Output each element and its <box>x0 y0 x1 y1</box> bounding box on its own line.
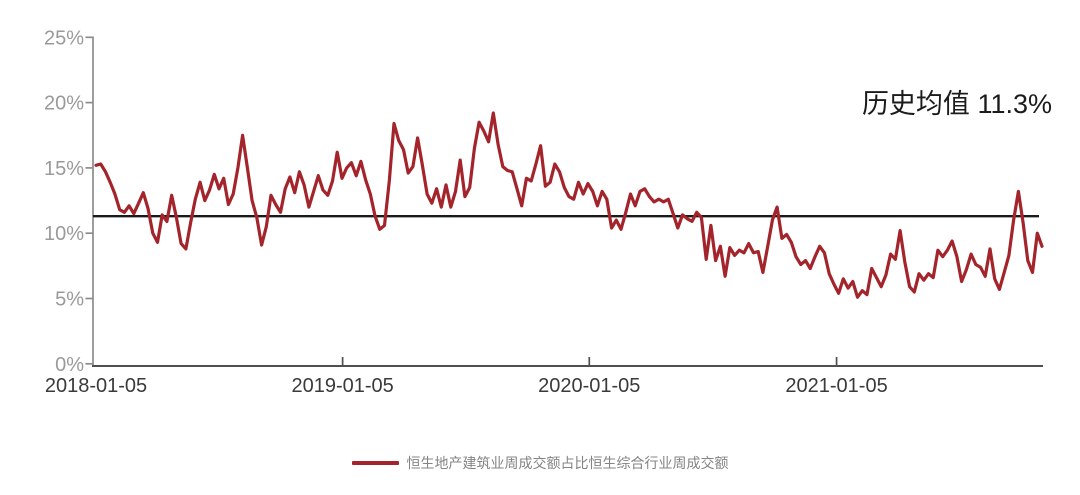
x-tick-label: 2018-01-05 <box>45 375 147 397</box>
y-tick-label: 25% <box>44 27 84 49</box>
line-chart: 0% 5% 10% 15% 20% 25% 2018-01-05 2019-01-05 2020… <box>44 27 1044 397</box>
legend-line-icon <box>351 461 399 465</box>
legend-label: 恒生地产建筑业周成交额占比恒生综合行业周成交额 <box>406 455 729 471</box>
series-line <box>94 111 1044 299</box>
y-tick-label: 5% <box>55 289 84 311</box>
mean-value-annotation: 历史均值 11.3% <box>861 89 1052 119</box>
x-tick-label: 2021-01-05 <box>785 375 887 397</box>
y-tick-label: 10% <box>44 223 84 245</box>
y-tick-label: 15% <box>44 158 84 180</box>
x-tick-label: 2019-01-05 <box>291 375 393 397</box>
y-tick-label: 0% <box>55 354 84 376</box>
y-tick-label: 20% <box>44 93 84 115</box>
x-tick-label: 2020-01-05 <box>538 375 640 397</box>
legend: 恒生地产建筑业周成交额占比恒生综合行业周成交额 <box>0 456 1080 470</box>
